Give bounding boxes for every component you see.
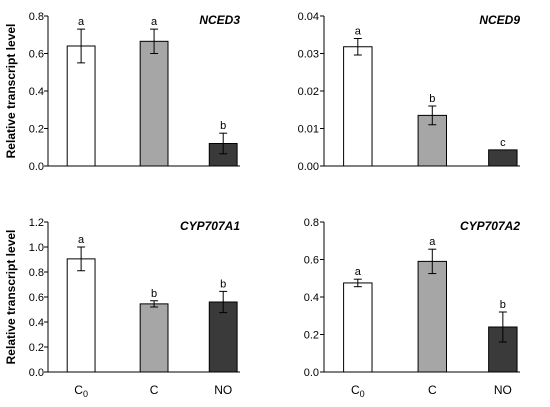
y-tick-label: 0.04	[298, 11, 319, 23]
chart-title: NCED3	[199, 13, 240, 27]
significance-letter: b	[220, 120, 226, 132]
y-axis-label: Relative transcript level	[4, 24, 18, 159]
x-category-label: C	[428, 383, 437, 397]
significance-letter: a	[151, 16, 158, 28]
bar-C0	[66, 258, 96, 373]
y-tick-label: 0.2	[29, 342, 44, 354]
x-category-label: C	[150, 383, 159, 397]
y-tick-label: 0.4	[29, 317, 44, 329]
significance-letter: a	[355, 26, 362, 38]
significance-letter: a	[429, 236, 436, 248]
bar-C0	[343, 282, 373, 373]
y-tick-label: 0.01	[298, 124, 319, 136]
significance-letter: b	[151, 288, 157, 300]
y-tick-label: 0.8	[29, 267, 44, 279]
y-tick-label: 0.6	[304, 255, 319, 267]
bar-C	[417, 260, 447, 373]
y-tick-label: 0.6	[29, 49, 44, 61]
y-tick-label: 0.8	[304, 217, 319, 229]
chart-title: CYP707A1	[180, 219, 240, 233]
y-axis-label: Relative transcript level	[4, 230, 18, 365]
chart-title: NCED9	[479, 13, 520, 27]
y-tick-label: 0.02	[298, 86, 319, 98]
bar-NO	[208, 301, 238, 373]
y-tick-label: 1.2	[29, 217, 44, 229]
y-tick-label: 0.2	[304, 330, 319, 342]
y-tick-label: 0.8	[29, 11, 44, 23]
significance-letter: a	[78, 234, 85, 246]
chart-panel-1: 0.0 0.2 0.4 0.6 0.8 NCED3 Relative transcript …	[4, 11, 240, 173]
x-category-label: C0	[74, 383, 88, 399]
x-category-label: NO	[494, 383, 512, 397]
significance-letter: b	[429, 93, 435, 105]
y-tick-label: 0.0	[29, 367, 44, 379]
chart-panel-3: 0.0 0.2 0.4 0.6 0.8 1.0 1.2 CYP707A1 Relative tr…	[4, 217, 240, 399]
bar-C0	[343, 46, 373, 167]
significance-letter: a	[355, 266, 362, 278]
bar-C	[139, 40, 169, 167]
y-tick-label: 0.0	[29, 161, 44, 173]
y-tick-label: 1.0	[29, 242, 44, 254]
chart-panel-2: 0.00 0.01 0.02 0.03 0.04 NCED9 a b c	[298, 11, 521, 173]
significance-letter: b	[220, 278, 226, 290]
y-tick-label: 0.2	[29, 124, 44, 136]
x-category-label: C0	[351, 383, 365, 399]
y-tick-label: 0.4	[304, 292, 319, 304]
significance-letter: c	[500, 137, 506, 149]
bar-NO	[488, 149, 518, 167]
significance-letter: a	[78, 16, 85, 28]
bar-C	[139, 303, 169, 373]
y-tick-label: 0.00	[298, 161, 319, 173]
y-tick-label: 0.03	[298, 49, 319, 61]
y-tick-label: 0.4	[29, 86, 44, 98]
chart-title: CYP707A2	[460, 219, 520, 233]
chart-panel-4: 0.0 0.2 0.4 0.6 0.8 CYP707A2 a a b C0 C NO	[304, 217, 521, 399]
significance-letter: b	[500, 299, 506, 311]
y-tick-label: 0.6	[29, 292, 44, 304]
bar-C0	[66, 45, 96, 167]
x-category-label: NO	[214, 383, 232, 397]
y-tick-label: 0.0	[304, 367, 319, 379]
